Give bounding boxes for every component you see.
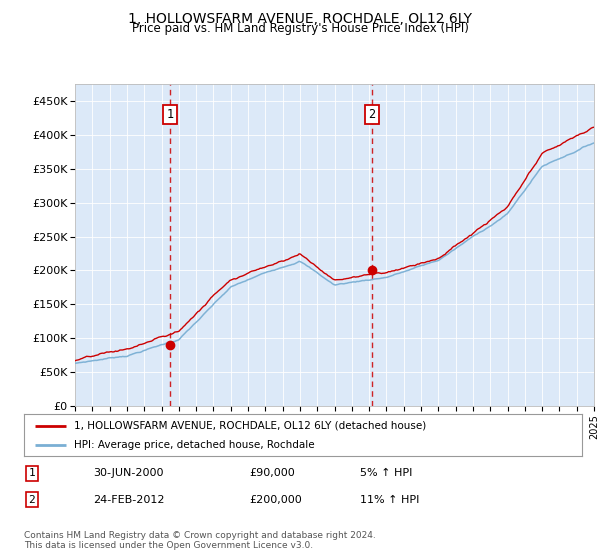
Text: 5% ↑ HPI: 5% ↑ HPI xyxy=(360,468,412,478)
Text: 1, HOLLOWSFARM AVENUE, ROCHDALE, OL12 6LY (detached house): 1, HOLLOWSFARM AVENUE, ROCHDALE, OL12 6L… xyxy=(74,421,427,431)
Text: £200,000: £200,000 xyxy=(249,494,302,505)
Text: 1: 1 xyxy=(167,108,174,121)
Text: 30-JUN-2000: 30-JUN-2000 xyxy=(93,468,163,478)
Text: Price paid vs. HM Land Registry's House Price Index (HPI): Price paid vs. HM Land Registry's House … xyxy=(131,22,469,35)
Text: 1, HOLLOWSFARM AVENUE, ROCHDALE, OL12 6LY: 1, HOLLOWSFARM AVENUE, ROCHDALE, OL12 6L… xyxy=(128,12,472,26)
Text: Contains HM Land Registry data © Crown copyright and database right 2024.
This d: Contains HM Land Registry data © Crown c… xyxy=(24,530,376,550)
Text: HPI: Average price, detached house, Rochdale: HPI: Average price, detached house, Roch… xyxy=(74,440,315,450)
Text: 2: 2 xyxy=(28,494,35,505)
Text: 2: 2 xyxy=(368,108,375,121)
Text: 24-FEB-2012: 24-FEB-2012 xyxy=(93,494,164,505)
Text: £90,000: £90,000 xyxy=(249,468,295,478)
Text: 1: 1 xyxy=(28,468,35,478)
Text: 11% ↑ HPI: 11% ↑ HPI xyxy=(360,494,419,505)
